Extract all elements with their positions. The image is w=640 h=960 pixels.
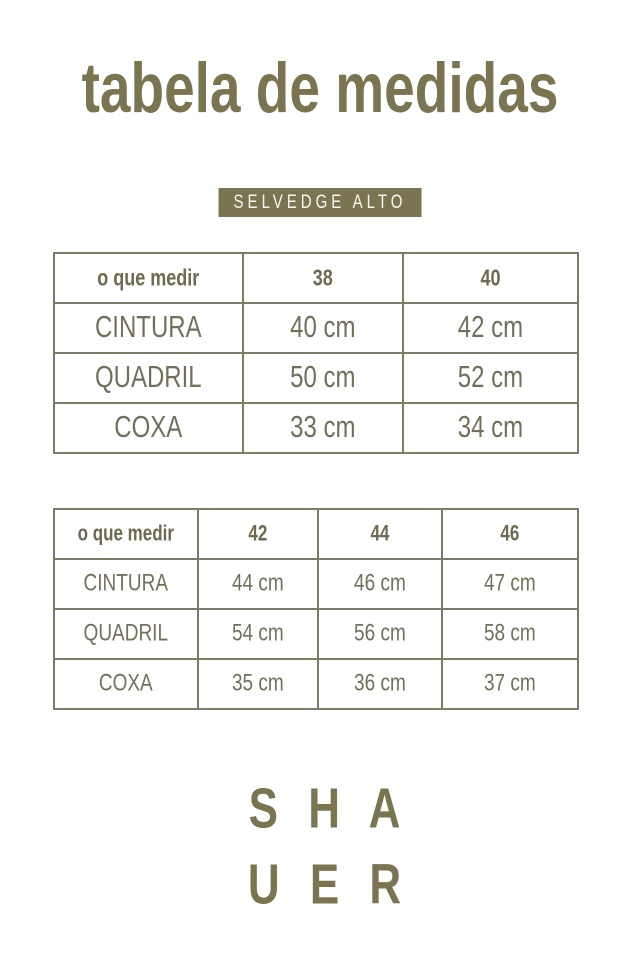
measure-cell: 33 cm <box>241 402 404 454</box>
header-size-46: 46 <box>440 508 580 560</box>
measure-cell: 35 cm <box>196 658 320 710</box>
measure-cell: 34 cm <box>401 402 580 454</box>
table-header-row: o que medir 38 40 <box>53 252 580 304</box>
table-row-quadril: QUADRIL 50 cm 52 cm <box>53 352 580 404</box>
size-table-38-40: o que medir 38 40 CINTURA 40 cm 42 cm QU… <box>53 252 580 454</box>
header-size-42: 42 <box>196 508 320 560</box>
table-header-row: o que medir 42 44 46 <box>53 508 580 560</box>
brand-logo: S H A U E R <box>0 772 640 924</box>
row-label-coxa: COXA <box>53 658 199 710</box>
table-row-quadril: QUADRIL 54 cm 56 cm 58 cm <box>53 608 580 660</box>
brand-logo-line-1: S H A <box>248 777 410 841</box>
table-row-cintura: CINTURA 44 cm 46 cm 47 cm <box>53 558 580 610</box>
table-row-coxa: COXA 35 cm 36 cm 37 cm <box>53 658 580 710</box>
measure-cell: 47 cm <box>440 558 580 610</box>
brand-logo-line-2: U E R <box>247 853 411 917</box>
header-size-40: 40 <box>401 252 580 304</box>
header-o-que-medir: o que medir <box>53 508 199 560</box>
measure-cell: 54 cm <box>196 608 320 660</box>
measure-cell: 52 cm <box>401 352 580 404</box>
measure-cell: 40 cm <box>241 302 404 354</box>
row-label-cintura: CINTURA <box>53 302 244 354</box>
table-row-coxa: COXA 33 cm 34 cm <box>53 402 580 454</box>
product-badge: SELVEDGE ALTO <box>218 188 422 217</box>
header-size-44: 44 <box>317 508 443 560</box>
row-label-quadril: QUADRIL <box>53 608 199 660</box>
measure-cell: 50 cm <box>241 352 404 404</box>
measure-cell: 42 cm <box>401 302 580 354</box>
header-o-que-medir: o que medir <box>53 252 244 304</box>
measure-cell: 37 cm <box>440 658 580 710</box>
table-row-cintura: CINTURA 40 cm 42 cm <box>53 302 580 354</box>
measure-cell: 36 cm <box>317 658 443 710</box>
size-table-42-46: o que medir 42 44 46 CINTURA 44 cm 46 cm… <box>53 508 580 710</box>
row-label-cintura: CINTURA <box>53 558 199 610</box>
row-label-coxa: COXA <box>53 402 244 454</box>
measure-cell: 58 cm <box>440 608 580 660</box>
measure-cell: 56 cm <box>317 608 443 660</box>
measure-cell: 46 cm <box>317 558 443 610</box>
page-title: tabela de medidas <box>81 47 559 128</box>
header-size-38: 38 <box>241 252 404 304</box>
row-label-quadril: QUADRIL <box>53 352 244 404</box>
measure-cell: 44 cm <box>196 558 320 610</box>
